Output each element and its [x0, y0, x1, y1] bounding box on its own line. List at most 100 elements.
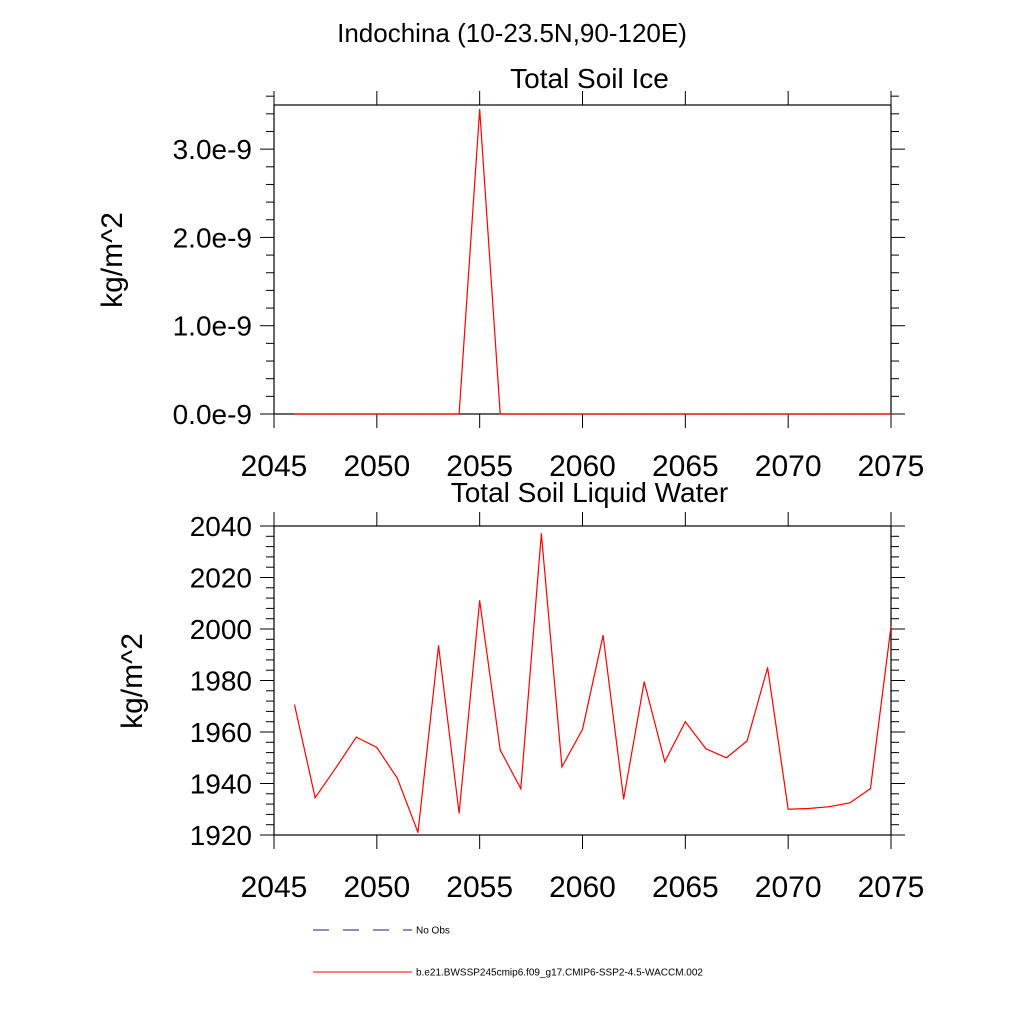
data-point [890, 413, 892, 415]
data-point [664, 761, 666, 763]
x-tick-label: 2055 [446, 450, 513, 483]
data-point [828, 413, 830, 415]
data-point [520, 788, 522, 790]
data-point [335, 413, 337, 415]
data-point [623, 413, 625, 415]
data-point [437, 645, 440, 647]
chart-title: Total Soil Ice [510, 63, 669, 94]
data-point [725, 757, 728, 759]
data-point [396, 777, 398, 779]
data-point [314, 797, 316, 799]
legend-item: No Obs [313, 926, 450, 937]
y-axis-label: kg/m^2 [116, 633, 149, 729]
data-point [376, 413, 378, 415]
data-point [890, 625, 892, 628]
y-tick-label: 1920 [190, 820, 252, 851]
data-point [314, 413, 316, 415]
data-point [767, 667, 769, 669]
data-point [767, 413, 769, 415]
data-point [335, 767, 337, 769]
data-point [540, 533, 542, 535]
data-point [746, 413, 748, 415]
data-point [643, 681, 645, 683]
data-point [417, 831, 419, 834]
data-point [581, 728, 584, 731]
x-tick-label: 2050 [343, 450, 410, 483]
data-point [396, 413, 398, 415]
data-point [520, 413, 522, 415]
y-tick-label: 1.0e-9 [173, 311, 252, 342]
y-tick-label: 1940 [190, 769, 252, 800]
x-tick-label: 2070 [755, 450, 822, 483]
data-point [725, 413, 728, 415]
data-point [458, 812, 460, 814]
data-point [849, 413, 851, 415]
x-tick-label: 2075 [858, 871, 925, 904]
x-tick-label: 2050 [343, 871, 410, 904]
x-tick-label: 2060 [549, 450, 616, 483]
data-point [293, 413, 296, 415]
data-point [355, 413, 357, 415]
series-line [294, 109, 891, 415]
x-tick-label: 2070 [755, 871, 822, 904]
data-point [869, 413, 872, 415]
plot-frame [273, 525, 892, 836]
data-point [458, 413, 460, 415]
plots: Total Soil Ice kg/m^2 2045 2050 2055 2060 2065… [96, 63, 924, 904]
chart-panel-2: Total Soil Liquid Water kg/m^2 2045 2050 205… [116, 477, 924, 904]
x-tick-label: 2065 [652, 450, 719, 483]
y-tick-label: 2000 [190, 614, 252, 645]
legend-label: No Obs [416, 926, 450, 937]
data-point [479, 108, 481, 111]
data-point [664, 413, 666, 415]
data-point [808, 807, 810, 810]
data-point [705, 748, 707, 750]
data-point [602, 634, 604, 637]
data-point [376, 746, 378, 749]
data-point [787, 413, 789, 415]
data-point [561, 766, 563, 768]
data-point [602, 413, 604, 415]
y-tick-label: 2020 [190, 563, 252, 594]
data-point [355, 736, 357, 738]
data-point [479, 600, 481, 602]
data-point [437, 413, 440, 415]
data-point [828, 806, 830, 808]
y-tick-label: 1980 [190, 666, 252, 697]
y-tick-label: 3.0e-9 [173, 134, 252, 165]
data-point [787, 808, 789, 810]
data-point [540, 413, 542, 415]
chart-title: Total Soil Liquid Water [451, 477, 729, 508]
x-tick-label: 2060 [549, 871, 616, 904]
x-tick-label: 2055 [446, 871, 513, 904]
data-point [499, 749, 501, 751]
chart-panel-1: Total Soil Ice kg/m^2 2045 2050 2055 2060 2065… [96, 63, 924, 483]
plot-frame [273, 104, 892, 415]
legend-label: b.e21.BWSSP245cmip6.f09_g17.CMIP6-SSP2-4… [416, 968, 703, 979]
data-point [581, 413, 584, 415]
figure-suptitle: Indochina (10-23.5N,90-120E) [337, 18, 687, 48]
y-axis-label: kg/m^2 [96, 212, 129, 308]
legend-item: b.e21.BWSSP245cmip6.f09_g17.CMIP6-SSP2-4… [313, 968, 703, 979]
data-point [643, 413, 645, 415]
data-point [746, 740, 748, 742]
data-point [499, 413, 501, 415]
y-tick-label: 2040 [190, 511, 252, 542]
data-point [705, 413, 707, 415]
x-tick-label: 2045 [241, 871, 308, 904]
y-tick-label: 1960 [190, 717, 252, 748]
x-tick-label: 2075 [858, 450, 925, 483]
data-point [623, 798, 625, 800]
data-point [849, 802, 851, 804]
data-point [808, 413, 810, 415]
legend: No Obs b.e21.BWSSP245cmip6.f09_g17.CMIP6-… [313, 926, 703, 979]
x-tick-label: 2065 [652, 871, 719, 904]
data-point [561, 413, 563, 415]
data-point [417, 413, 419, 415]
data-point [684, 413, 686, 415]
y-tick-label: 2.0e-9 [173, 222, 252, 253]
data-point [684, 721, 686, 723]
data-point [869, 788, 872, 790]
data-point [293, 704, 296, 706]
